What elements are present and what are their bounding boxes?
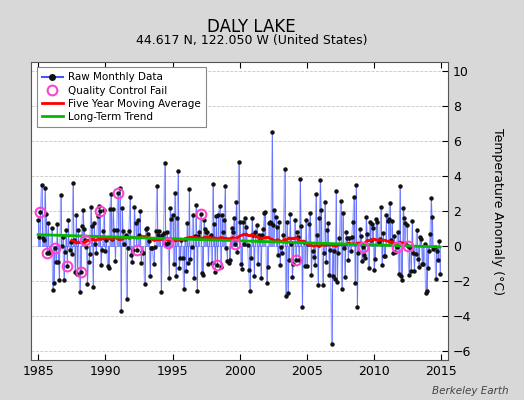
Text: DALY LAKE: DALY LAKE bbox=[207, 18, 296, 36]
Text: Berkeley Earth: Berkeley Earth bbox=[432, 386, 508, 396]
Y-axis label: Temperature Anomaly (°C): Temperature Anomaly (°C) bbox=[490, 128, 504, 294]
Legend: Raw Monthly Data, Quality Control Fail, Five Year Moving Average, Long-Term Tren: Raw Monthly Data, Quality Control Fail, … bbox=[37, 67, 206, 127]
Text: 44.617 N, 122.050 W (United States): 44.617 N, 122.050 W (United States) bbox=[136, 34, 367, 47]
